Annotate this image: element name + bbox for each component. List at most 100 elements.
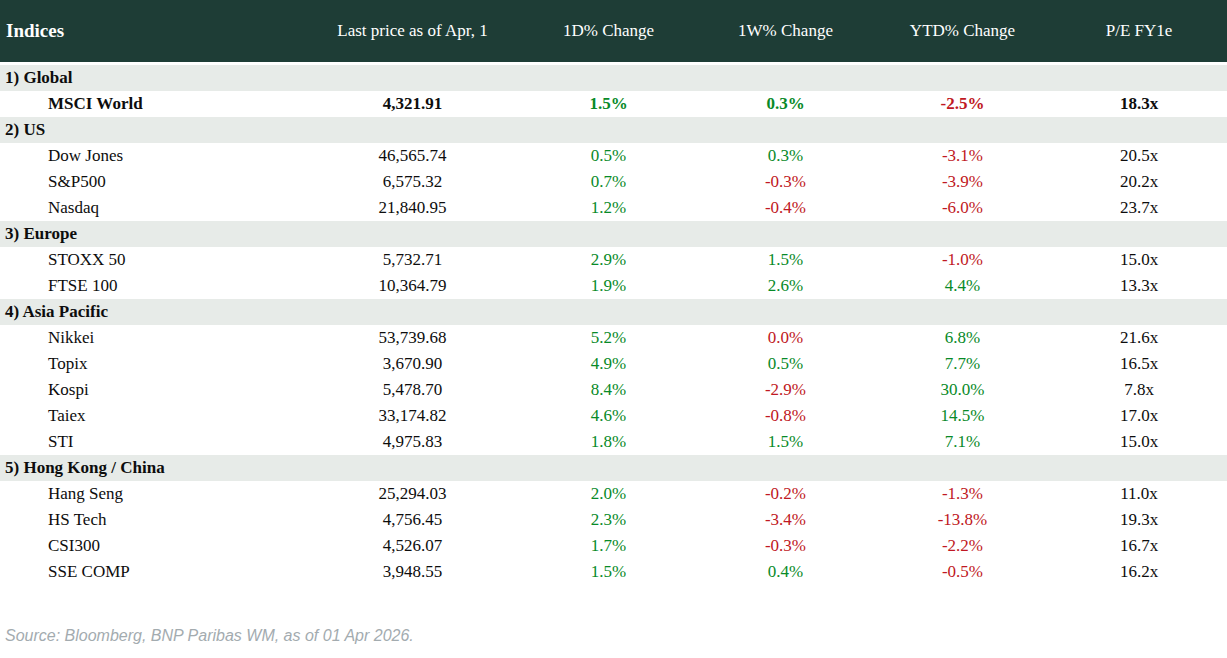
change-1w: 0.0% (697, 328, 874, 348)
table-row: STI4,975.831.8%1.5%7.1%15.0x (0, 429, 1227, 455)
pe-ratio: 15.0x (1051, 250, 1227, 270)
change-1d: 8.4% (520, 380, 697, 400)
index-name: Kospi (0, 380, 305, 400)
table-row: HS Tech4,756.452.3%-3.4%-13.8%19.3x (0, 507, 1227, 533)
pe-ratio: 20.2x (1051, 172, 1227, 192)
last-price: 4,756.45 (305, 510, 520, 530)
index-name: MSCI World (0, 94, 305, 114)
index-name: S&P500 (0, 172, 305, 192)
last-price: 4,975.83 (305, 432, 520, 452)
index-name: STI (0, 432, 305, 452)
change-ytd: 7.7% (874, 354, 1051, 374)
index-name: Taiex (0, 406, 305, 426)
pe-ratio: 19.3x (1051, 510, 1227, 530)
section-label: 1) Global (5, 68, 73, 88)
change-1d: 0.7% (520, 172, 697, 192)
index-name: Nikkei (0, 328, 305, 348)
change-ytd: 14.5% (874, 406, 1051, 426)
table-row: Kospi5,478.708.4%-2.9%30.0%7.8x (0, 377, 1227, 403)
pe-ratio: 7.8x (1051, 380, 1227, 400)
section-label: 2) US (5, 120, 45, 140)
column-header-indices: Indices (0, 20, 305, 42)
change-1w: -0.3% (697, 536, 874, 556)
table-row: SSE COMP3,948.551.5%0.4%-0.5%16.2x (0, 559, 1227, 585)
change-1w: 0.4% (697, 562, 874, 582)
index-name: Dow Jones (0, 146, 305, 166)
index-name: CSI300 (0, 536, 305, 556)
pe-ratio: 17.0x (1051, 406, 1227, 426)
section-row: 1) Global (0, 65, 1227, 91)
index-name: SSE COMP (0, 562, 305, 582)
column-header-pe-fy1e: P/E FY1e (1051, 21, 1227, 41)
last-price: 33,174.82 (305, 406, 520, 426)
change-1d: 5.2% (520, 328, 697, 348)
table-row: Hang Seng25,294.032.0%-0.2%-1.3%11.0x (0, 481, 1227, 507)
pe-ratio: 21.6x (1051, 328, 1227, 348)
last-price: 3,670.90 (305, 354, 520, 374)
change-1w: 0.5% (697, 354, 874, 374)
change-1w: 2.6% (697, 276, 874, 296)
table-row: CSI3004,526.071.7%-0.3%-2.2%16.7x (0, 533, 1227, 559)
change-1d: 1.5% (520, 562, 697, 582)
change-1w: -0.3% (697, 172, 874, 192)
last-price: 5,478.70 (305, 380, 520, 400)
change-ytd: -2.5% (874, 94, 1051, 114)
pe-ratio: 16.7x (1051, 536, 1227, 556)
pe-ratio: 11.0x (1051, 484, 1227, 504)
change-ytd: -2.2% (874, 536, 1051, 556)
pe-ratio: 16.5x (1051, 354, 1227, 374)
last-price: 25,294.03 (305, 484, 520, 504)
change-1d: 1.5% (520, 94, 697, 114)
change-1w: -0.4% (697, 198, 874, 218)
section-row: 2) US (0, 117, 1227, 143)
change-1w: -2.9% (697, 380, 874, 400)
indices-table: Indices Last price as of Apr, 1 1D% Chan… (0, 0, 1227, 645)
change-1d: 2.3% (520, 510, 697, 530)
change-1d: 2.9% (520, 250, 697, 270)
last-price: 3,948.55 (305, 562, 520, 582)
pe-ratio: 20.5x (1051, 146, 1227, 166)
pe-ratio: 18.3x (1051, 94, 1227, 114)
change-1d: 0.5% (520, 146, 697, 166)
table-row: S&P5006,575.320.7%-0.3%-3.9%20.2x (0, 169, 1227, 195)
index-name: STOXX 50 (0, 250, 305, 270)
column-header-last-price: Last price as of Apr, 1 (305, 21, 520, 41)
section-row: 4) Asia Pacific (0, 299, 1227, 325)
change-1d: 1.8% (520, 432, 697, 452)
change-1w: -0.8% (697, 406, 874, 426)
change-ytd: 30.0% (874, 380, 1051, 400)
change-ytd: -0.5% (874, 562, 1051, 582)
change-1d: 1.2% (520, 198, 697, 218)
index-name: Topix (0, 354, 305, 374)
change-1w: -3.4% (697, 510, 874, 530)
index-name: Nasdaq (0, 198, 305, 218)
index-name: FTSE 100 (0, 276, 305, 296)
table-row: Dow Jones46,565.740.5%0.3%-3.1%20.5x (0, 143, 1227, 169)
section-label: 5) Hong Kong / China (5, 458, 165, 478)
section-row: 3) Europe (0, 221, 1227, 247)
last-price: 4,321.91 (305, 94, 520, 114)
change-ytd: -6.0% (874, 198, 1051, 218)
column-header-1w-change: 1W% Change (697, 21, 874, 41)
change-1w: 1.5% (697, 432, 874, 452)
last-price: 53,739.68 (305, 328, 520, 348)
table-row: Nasdaq21,840.951.2%-0.4%-6.0%23.7x (0, 195, 1227, 221)
last-price: 10,364.79 (305, 276, 520, 296)
pe-ratio: 16.2x (1051, 562, 1227, 582)
last-price: 6,575.32 (305, 172, 520, 192)
section-label: 3) Europe (5, 224, 77, 244)
change-1w: 1.5% (697, 250, 874, 270)
table-row: Nikkei53,739.685.2%0.0%6.8%21.6x (0, 325, 1227, 351)
last-price: 21,840.95 (305, 198, 520, 218)
last-price: 5,732.71 (305, 250, 520, 270)
pe-ratio: 15.0x (1051, 432, 1227, 452)
change-ytd: -3.9% (874, 172, 1051, 192)
change-ytd: 4.4% (874, 276, 1051, 296)
table-row: STOXX 505,732.712.9%1.5%-1.0%15.0x (0, 247, 1227, 273)
change-1d: 1.9% (520, 276, 697, 296)
change-1w: -0.2% (697, 484, 874, 504)
column-header-1d-change: 1D% Change (520, 21, 697, 41)
change-1d: 4.9% (520, 354, 697, 374)
change-ytd: 6.8% (874, 328, 1051, 348)
table-row: FTSE 10010,364.791.9%2.6%4.4%13.3x (0, 273, 1227, 299)
